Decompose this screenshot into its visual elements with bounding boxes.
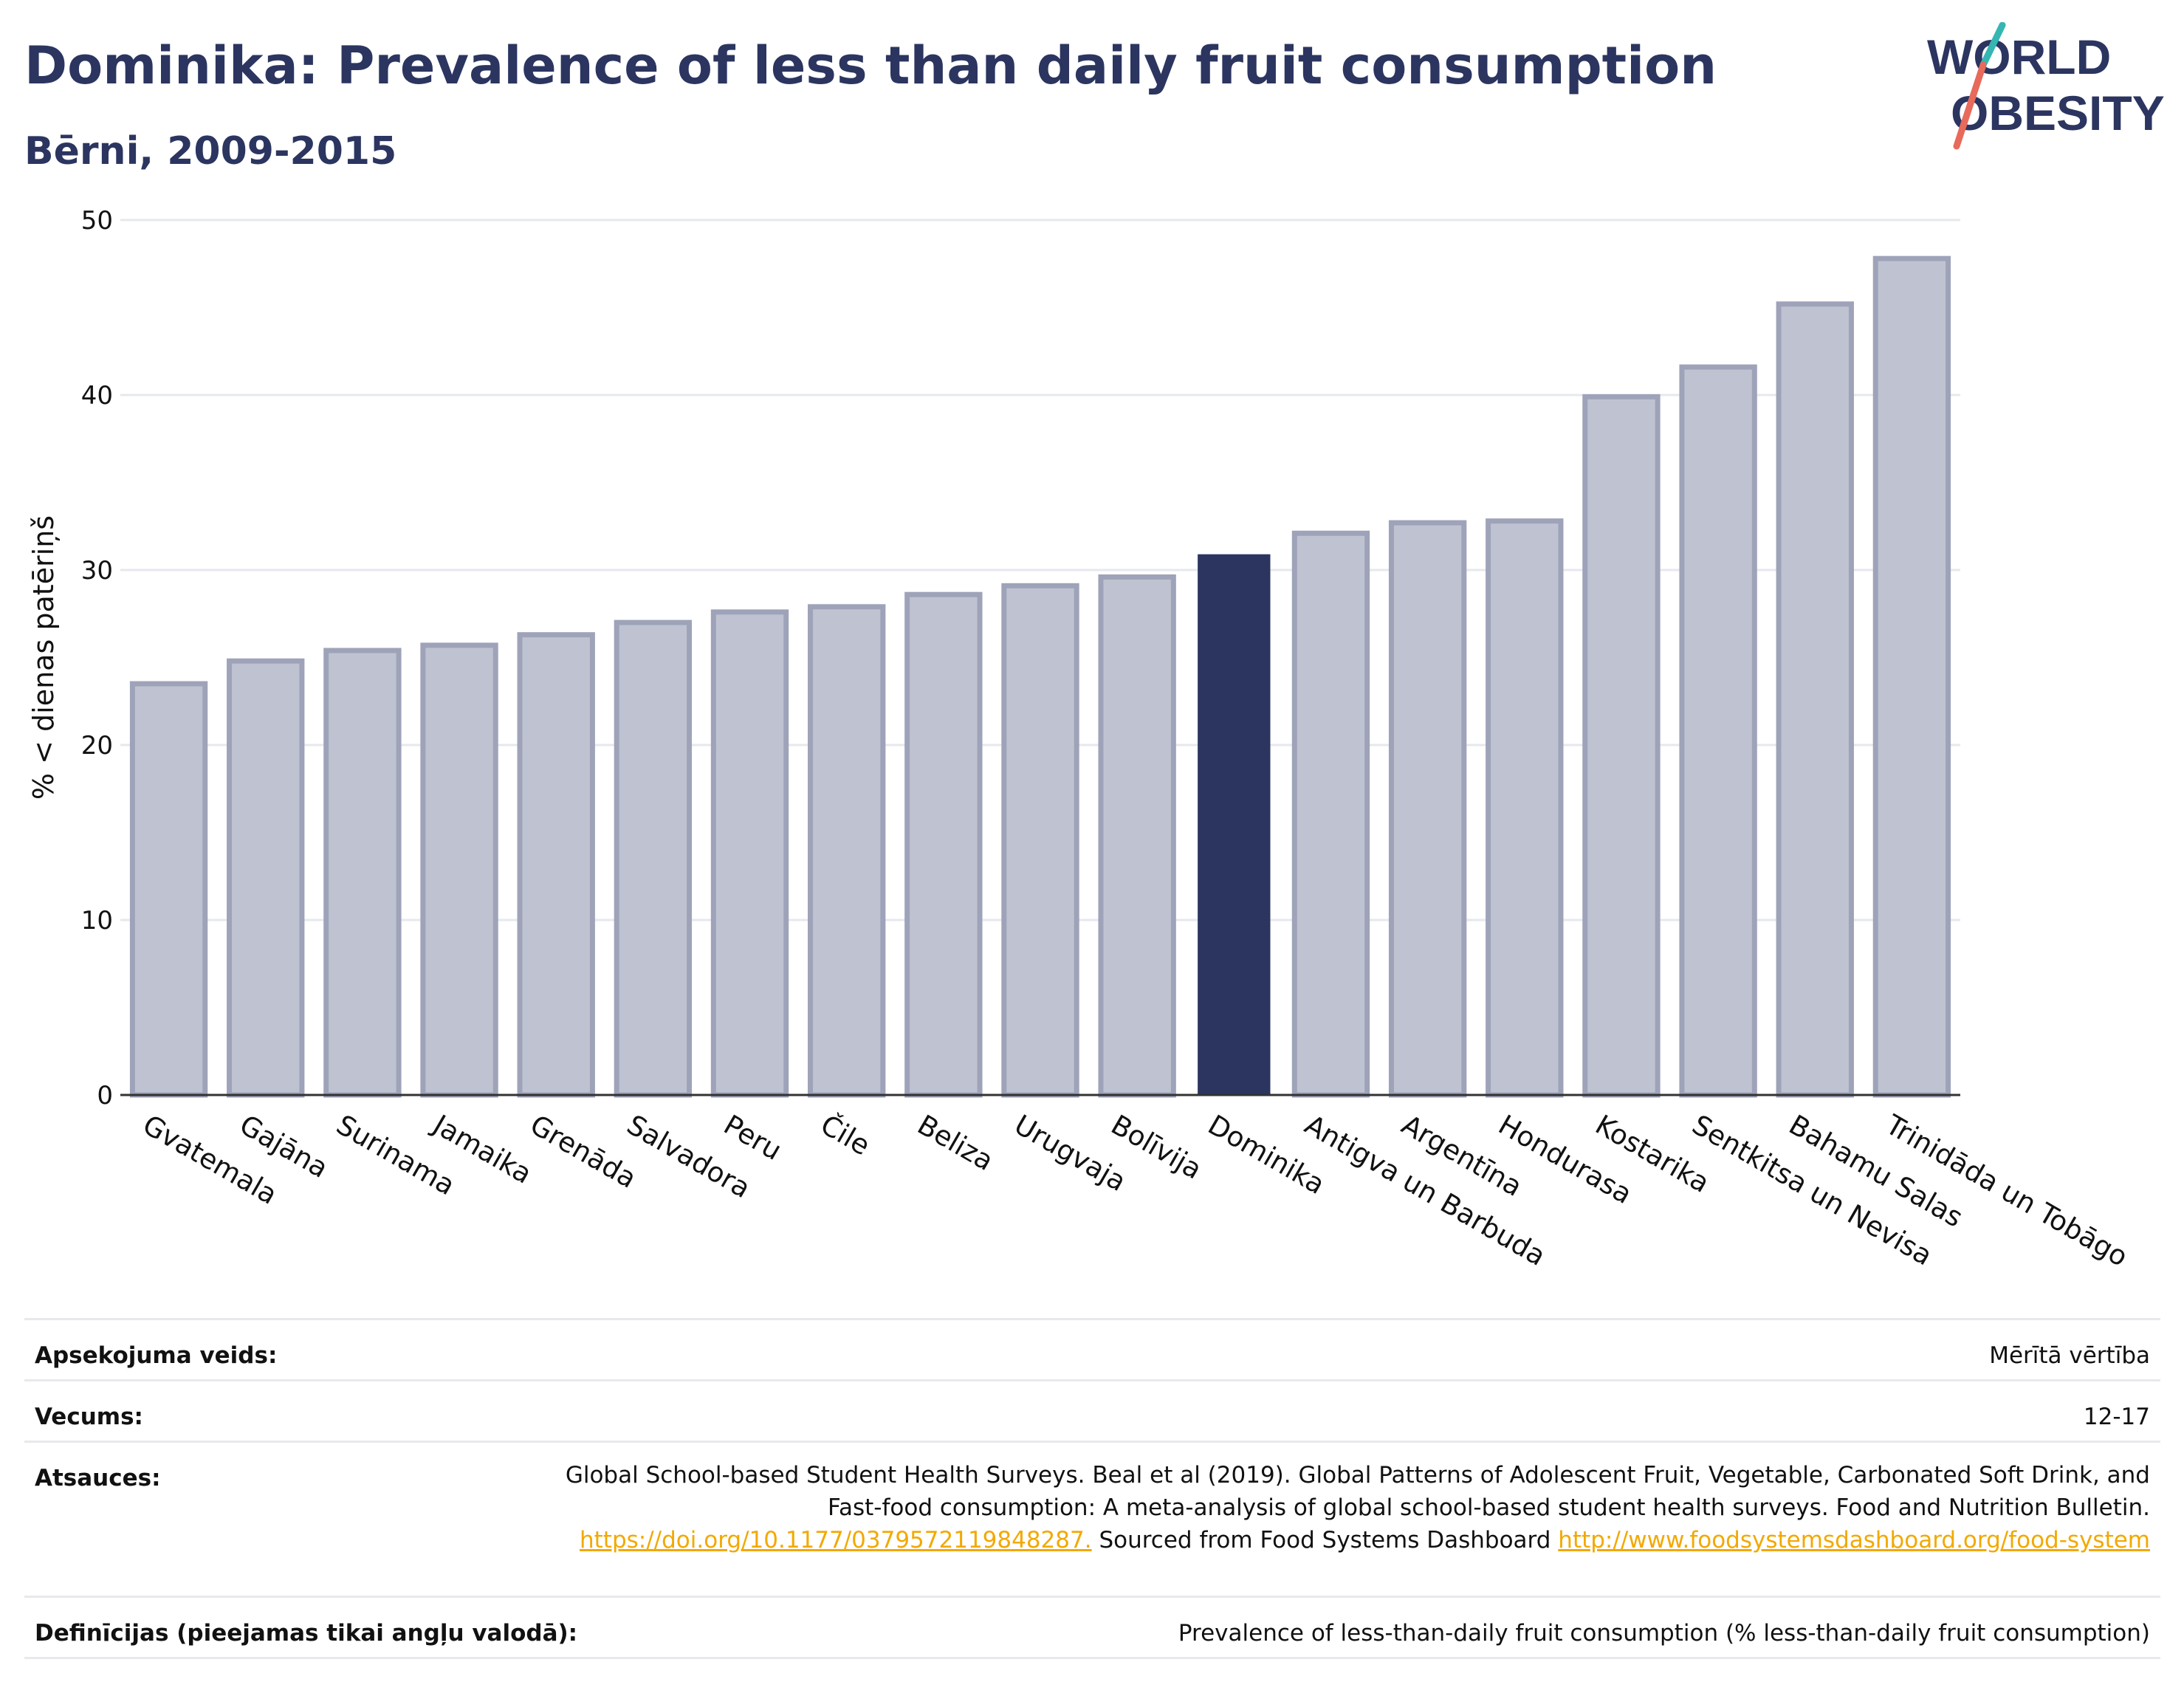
food-systems-link[interactable]: http://www.foodsystemsdashboard.org/food… — [1558, 1527, 2150, 1553]
meta-row-survey: Apsekojuma veids: Mērītā vērtība — [24, 1318, 2160, 1379]
metadata-table: Apsekojuma veids: Mērītā vērtība Vecums:… — [24, 1318, 2160, 1659]
logo-slash-teal — [1979, 22, 2006, 69]
bar — [1872, 255, 1951, 1098]
reference-citation: Global School-based Student Health Surve… — [565, 1462, 2150, 1521]
bar — [1001, 583, 1079, 1098]
logo-line2: OBESITY — [1951, 86, 2165, 140]
meta-label: Vecums: — [35, 1404, 143, 1430]
chart-subtitle: Bērni, 2009-2015 — [24, 129, 397, 174]
bar — [904, 591, 983, 1098]
meta-label: Definīcijas (pieejamas tikai angļu valod… — [35, 1620, 578, 1647]
bar — [710, 609, 789, 1098]
y-tick-label: 0 — [97, 1081, 113, 1110]
bar — [614, 619, 693, 1098]
meta-value: Prevalence of less-than-daily fruit cons… — [1178, 1620, 2150, 1647]
bar — [1486, 518, 1564, 1098]
x-tick-label: Čile — [815, 1108, 876, 1162]
bar — [420, 642, 498, 1098]
y-tick-label: 10 — [81, 906, 113, 935]
bar — [323, 648, 402, 1098]
meta-row-references: Atsauces: Global School-based Student He… — [24, 1441, 2160, 1596]
y-tick-label: 50 — [81, 206, 113, 236]
references-text: Global School-based Student Health Surve… — [563, 1443, 2160, 1596]
bar — [1582, 394, 1661, 1098]
meta-value: 12-17 — [2083, 1404, 2150, 1430]
reference-source: Sourced from Food Systems Dashboard — [1099, 1527, 1551, 1553]
y-tick-label: 40 — [81, 381, 113, 411]
meta-row-definitions: Definīcijas (pieejamas tikai angļu valod… — [24, 1596, 2160, 1657]
logo-line1: WORLD — [1927, 30, 2111, 84]
y-axis-label: % < dienas patēriņš — [27, 515, 60, 800]
y-tick-label: 30 — [81, 556, 113, 586]
world-obesity-logo: WORLD OBESITY — [1927, 22, 2165, 150]
x-tick-label: Beliza — [912, 1109, 998, 1178]
meta-row-age: Vecums: 12-17 — [24, 1379, 2160, 1441]
bar — [1388, 520, 1467, 1098]
doi-link[interactable]: https://doi.org/10.1177/0379572119848287… — [580, 1527, 1092, 1553]
bar — [1198, 554, 1271, 1095]
bar — [1098, 574, 1176, 1098]
logo-slash-coral — [1953, 61, 1987, 150]
y-tick-label: 20 — [81, 731, 113, 761]
chart-title: Dominika: Prevalence of less than daily … — [24, 35, 1717, 96]
bar — [808, 604, 886, 1098]
bar — [1679, 364, 1757, 1098]
bar — [1776, 301, 1854, 1098]
bar — [129, 681, 208, 1098]
x-tick-label: Peru — [718, 1109, 787, 1167]
x-tick-label: Urugvaja — [1009, 1109, 1132, 1198]
x-tick-label: Grenāda — [525, 1109, 642, 1195]
bar — [517, 632, 595, 1098]
bar — [227, 658, 305, 1098]
meta-divider — [24, 1657, 2160, 1659]
meta-label: Apsekojuma veids: — [35, 1342, 278, 1369]
meta-value: Mērītā vērtība — [1989, 1342, 2150, 1369]
bar — [1291, 530, 1370, 1098]
meta-label: Atsauces: — [35, 1465, 161, 1491]
